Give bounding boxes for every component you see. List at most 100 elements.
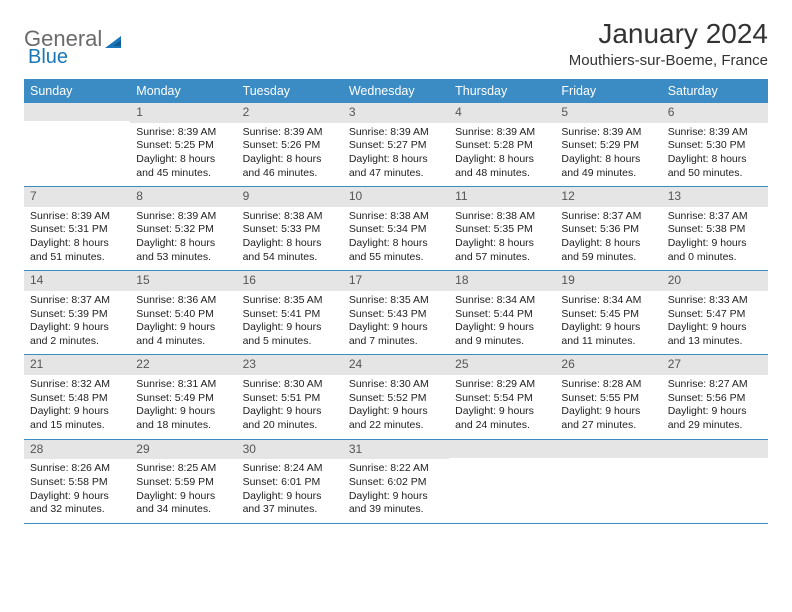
day-body: Sunrise: 8:24 AMSunset: 6:01 PMDaylight:…	[237, 459, 343, 523]
daylight-line: Daylight: 9 hours and 13 minutes.	[668, 321, 762, 348]
day-cell: 2Sunrise: 8:39 AMSunset: 5:26 PMDaylight…	[237, 103, 343, 186]
day-body: Sunrise: 8:22 AMSunset: 6:02 PMDaylight:…	[343, 459, 449, 523]
day-number: 13	[662, 187, 768, 207]
week-row: 1Sunrise: 8:39 AMSunset: 5:25 PMDaylight…	[24, 103, 768, 187]
day-cell: 27Sunrise: 8:27 AMSunset: 5:56 PMDayligh…	[662, 355, 768, 438]
sunrise-line: Sunrise: 8:24 AM	[243, 462, 337, 476]
day-number	[662, 440, 768, 458]
daylight-line: Daylight: 9 hours and 0 minutes.	[668, 237, 762, 264]
day-number: 5	[555, 103, 661, 123]
sunrise-line: Sunrise: 8:34 AM	[455, 294, 549, 308]
day-number: 16	[237, 271, 343, 291]
sunrise-line: Sunrise: 8:32 AM	[30, 378, 124, 392]
day-number: 3	[343, 103, 449, 123]
daylight-line: Daylight: 9 hours and 18 minutes.	[136, 405, 230, 432]
day-cell	[555, 440, 661, 523]
day-number: 14	[24, 271, 130, 291]
daylight-line: Daylight: 9 hours and 5 minutes.	[243, 321, 337, 348]
sunset-line: Sunset: 5:52 PM	[349, 392, 443, 406]
day-body	[555, 458, 661, 467]
day-body: Sunrise: 8:35 AMSunset: 5:43 PMDaylight:…	[343, 291, 449, 355]
daylight-line: Daylight: 9 hours and 15 minutes.	[30, 405, 124, 432]
day-cell: 1Sunrise: 8:39 AMSunset: 5:25 PMDaylight…	[130, 103, 236, 186]
day-body: Sunrise: 8:38 AMSunset: 5:34 PMDaylight:…	[343, 207, 449, 271]
daylight-line: Daylight: 8 hours and 59 minutes.	[561, 237, 655, 264]
page-header: General January 2024 Mouthiers-sur-Boeme…	[24, 18, 768, 69]
sunrise-line: Sunrise: 8:39 AM	[243, 126, 337, 140]
day-number: 27	[662, 355, 768, 375]
day-number: 28	[24, 440, 130, 460]
day-number: 10	[343, 187, 449, 207]
sunset-line: Sunset: 5:41 PM	[243, 308, 337, 322]
daylight-line: Daylight: 8 hours and 51 minutes.	[30, 237, 124, 264]
day-body: Sunrise: 8:39 AMSunset: 5:29 PMDaylight:…	[555, 123, 661, 187]
sunset-line: Sunset: 5:51 PM	[243, 392, 337, 406]
sunrise-line: Sunrise: 8:28 AM	[561, 378, 655, 392]
day-cell: 31Sunrise: 8:22 AMSunset: 6:02 PMDayligh…	[343, 440, 449, 523]
day-number: 31	[343, 440, 449, 460]
daylight-line: Daylight: 8 hours and 54 minutes.	[243, 237, 337, 264]
sunset-line: Sunset: 5:56 PM	[668, 392, 762, 406]
day-number: 7	[24, 187, 130, 207]
daylight-line: Daylight: 9 hours and 39 minutes.	[349, 490, 443, 517]
sunset-line: Sunset: 5:38 PM	[668, 223, 762, 237]
sunrise-line: Sunrise: 8:30 AM	[349, 378, 443, 392]
sunset-line: Sunset: 5:31 PM	[30, 223, 124, 237]
sunrise-line: Sunrise: 8:36 AM	[136, 294, 230, 308]
daylight-line: Daylight: 8 hours and 45 minutes.	[136, 153, 230, 180]
day-body: Sunrise: 8:29 AMSunset: 5:54 PMDaylight:…	[449, 375, 555, 439]
header-right: January 2024 Mouthiers-sur-Boeme, France	[569, 18, 768, 69]
day-cell: 6Sunrise: 8:39 AMSunset: 5:30 PMDaylight…	[662, 103, 768, 186]
weekday-header: Friday	[555, 79, 661, 103]
daylight-line: Daylight: 9 hours and 27 minutes.	[561, 405, 655, 432]
daylight-line: Daylight: 9 hours and 7 minutes.	[349, 321, 443, 348]
location-label: Mouthiers-sur-Boeme, France	[569, 52, 768, 69]
daylight-line: Daylight: 9 hours and 29 minutes.	[668, 405, 762, 432]
day-cell: 3Sunrise: 8:39 AMSunset: 5:27 PMDaylight…	[343, 103, 449, 186]
day-number: 24	[343, 355, 449, 375]
day-number: 26	[555, 355, 661, 375]
day-number: 25	[449, 355, 555, 375]
day-body: Sunrise: 8:30 AMSunset: 5:52 PMDaylight:…	[343, 375, 449, 439]
month-title: January 2024	[569, 18, 768, 50]
week-row: 21Sunrise: 8:32 AMSunset: 5:48 PMDayligh…	[24, 355, 768, 439]
weekday-header: Tuesday	[237, 79, 343, 103]
day-number: 1	[130, 103, 236, 123]
sunset-line: Sunset: 5:55 PM	[561, 392, 655, 406]
day-number: 30	[237, 440, 343, 460]
day-cell	[449, 440, 555, 523]
day-body: Sunrise: 8:37 AMSunset: 5:38 PMDaylight:…	[662, 207, 768, 271]
sunset-line: Sunset: 5:33 PM	[243, 223, 337, 237]
day-number: 9	[237, 187, 343, 207]
day-number	[555, 440, 661, 458]
week-row: 28Sunrise: 8:26 AMSunset: 5:58 PMDayligh…	[24, 440, 768, 524]
daylight-line: Daylight: 9 hours and 2 minutes.	[30, 321, 124, 348]
day-cell: 5Sunrise: 8:39 AMSunset: 5:29 PMDaylight…	[555, 103, 661, 186]
sunrise-line: Sunrise: 8:39 AM	[561, 126, 655, 140]
day-number	[24, 103, 130, 121]
day-number: 22	[130, 355, 236, 375]
sunset-line: Sunset: 5:32 PM	[136, 223, 230, 237]
day-cell: 8Sunrise: 8:39 AMSunset: 5:32 PMDaylight…	[130, 187, 236, 270]
day-body: Sunrise: 8:39 AMSunset: 5:30 PMDaylight:…	[662, 123, 768, 187]
daylight-line: Daylight: 8 hours and 47 minutes.	[349, 153, 443, 180]
sunrise-line: Sunrise: 8:37 AM	[561, 210, 655, 224]
sunset-line: Sunset: 5:30 PM	[668, 139, 762, 153]
day-cell: 30Sunrise: 8:24 AMSunset: 6:01 PMDayligh…	[237, 440, 343, 523]
sunrise-line: Sunrise: 8:35 AM	[349, 294, 443, 308]
day-body: Sunrise: 8:39 AMSunset: 5:28 PMDaylight:…	[449, 123, 555, 187]
sunset-line: Sunset: 5:44 PM	[455, 308, 549, 322]
sunset-line: Sunset: 5:54 PM	[455, 392, 549, 406]
day-number: 20	[662, 271, 768, 291]
day-body	[449, 458, 555, 467]
day-cell	[662, 440, 768, 523]
day-body: Sunrise: 8:39 AMSunset: 5:25 PMDaylight:…	[130, 123, 236, 187]
sunrise-line: Sunrise: 8:38 AM	[349, 210, 443, 224]
day-cell	[24, 103, 130, 186]
sunrise-line: Sunrise: 8:33 AM	[668, 294, 762, 308]
day-body: Sunrise: 8:35 AMSunset: 5:41 PMDaylight:…	[237, 291, 343, 355]
day-body: Sunrise: 8:39 AMSunset: 5:27 PMDaylight:…	[343, 123, 449, 187]
day-cell: 26 Sunrise: 8:28 AMSunset: 5:55 PMDayligh…	[555, 355, 661, 438]
sunset-line: Sunset: 5:36 PM	[561, 223, 655, 237]
day-body: Sunrise: 8:30 AMSunset: 5:51 PMDaylight:…	[237, 375, 343, 439]
